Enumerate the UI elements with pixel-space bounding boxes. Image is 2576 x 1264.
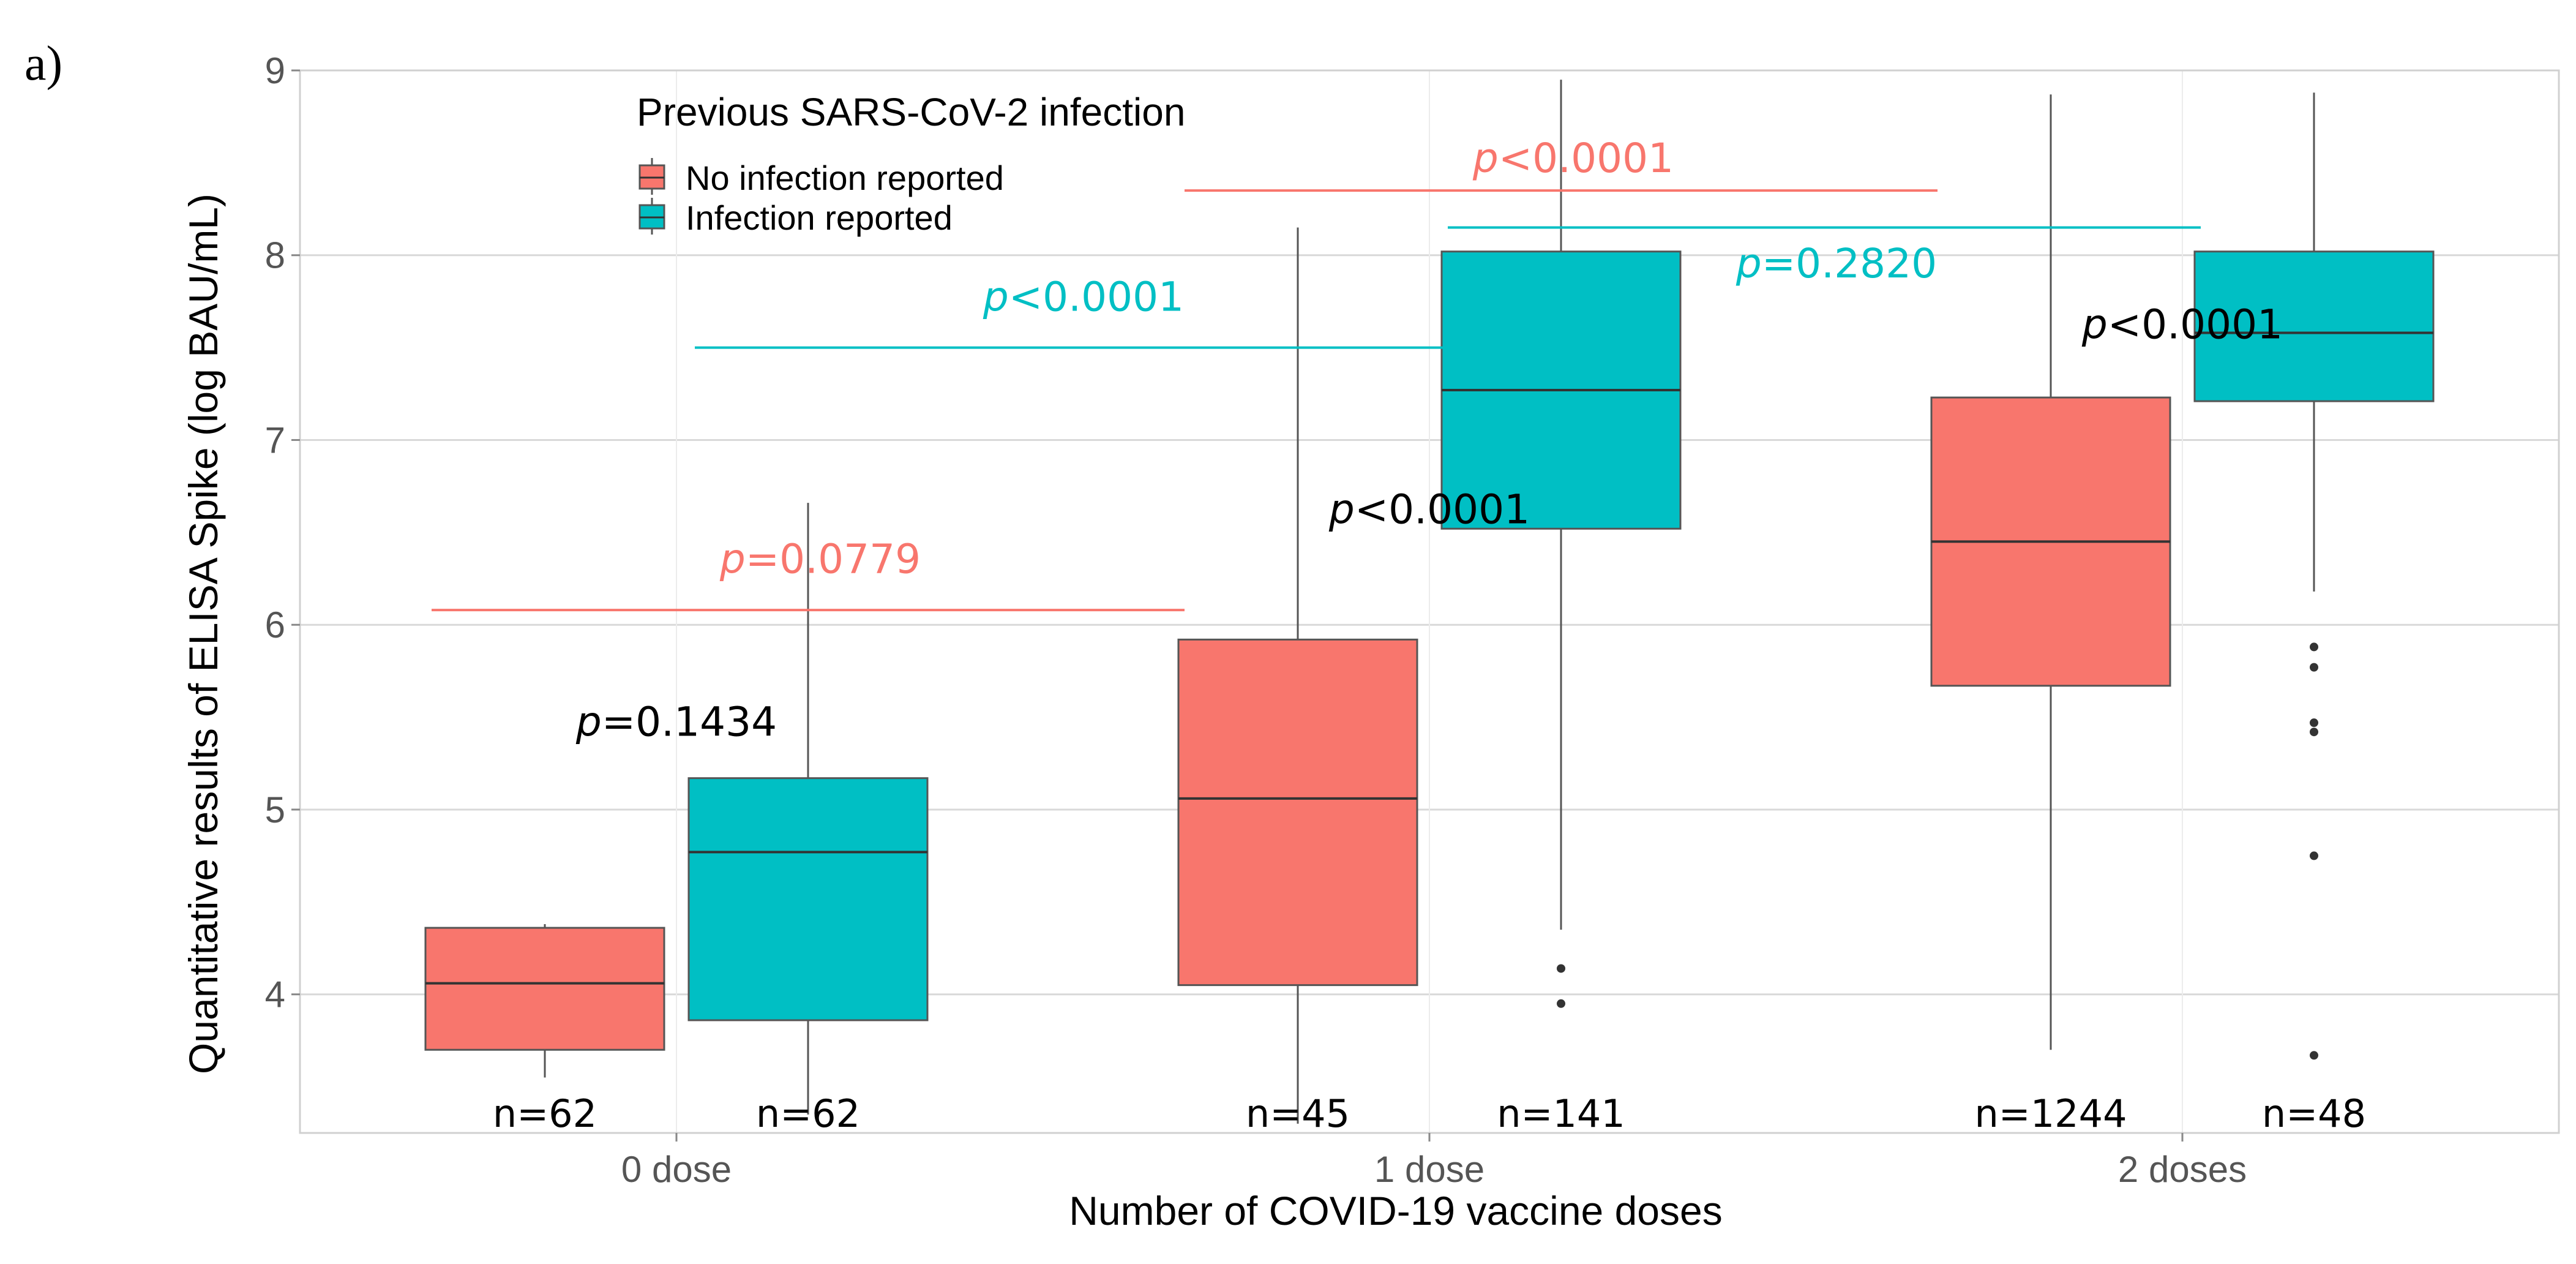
outlier-point [2310, 728, 2318, 737]
p-value-label: p<0.0001 [1328, 486, 1530, 533]
sample-size-labels: n=62 n=45 n=1244 n=62 n=141 n=48 [493, 1091, 2366, 1136]
n-label: n=1244 [1974, 1091, 2127, 1136]
x-axis-ticks: 0 dose 1 dose 2 doses [621, 1133, 2247, 1190]
p-value-label: p<0.0001 [983, 273, 1184, 320]
x-tick-label: 2 doses [2118, 1149, 2247, 1190]
box-series [424, 80, 2435, 1124]
box-infection [687, 503, 929, 1115]
y-tick-label: 5 [265, 789, 285, 830]
y-tick-label: 8 [265, 235, 285, 276]
x-tick-label: 0 dose [621, 1149, 732, 1190]
outlier-point [2310, 663, 2318, 672]
box-body [2193, 250, 2435, 402]
legend-title: Previous SARS-CoV-2 infection [637, 90, 1185, 134]
p-value-label: p<0.0001 [2081, 301, 2283, 348]
y-axis-ticks: 4 5 6 7 8 9 [265, 50, 300, 1015]
outlier-point [2310, 642, 2318, 652]
y-tick-label: 4 [265, 974, 285, 1015]
x-axis-title: Number of COVID-19 vaccine doses [1069, 1188, 1722, 1233]
y-axis-title: Quantitative results of ELISA Spike (log… [181, 194, 226, 1074]
box-no_infection [1930, 94, 2171, 1050]
outlier-point [1557, 999, 1565, 1008]
outlier-point [2310, 1051, 2318, 1060]
outlier-point [2310, 718, 2318, 728]
legend-entry-infection: Infection reported [638, 198, 953, 237]
box-body [1177, 638, 1418, 987]
y-tick-label: 9 [265, 50, 285, 91]
p-value-label: p<0.0001 [1472, 135, 1674, 182]
legend-entry-no_infection: No infection reported [638, 158, 1004, 197]
box-body [687, 777, 929, 1021]
box-body [424, 927, 665, 1051]
p-value-label: p=0.0779 [719, 536, 921, 583]
outlier-point [1557, 964, 1565, 973]
box-no_infection [1177, 227, 1418, 1124]
x-tick-label: 1 dose [1374, 1149, 1485, 1190]
panel-label: a) [24, 37, 62, 91]
y-tick-label: 6 [265, 604, 285, 645]
legend-label: No infection reported [686, 159, 1004, 197]
box-infection [2193, 92, 2435, 1060]
outlier-point [2310, 851, 2318, 860]
p-value-label: p=0.1434 [575, 698, 777, 745]
p-value-annotations: p=0.1434 p<0.0001 p<0.0001 p=0.0779 p<0.0001… [432, 135, 2283, 745]
n-label: n=62 [756, 1091, 860, 1136]
legend-label: Infection reported [686, 198, 953, 237]
n-label: n=48 [2262, 1091, 2366, 1136]
legend: Previous SARS-CoV-2 infection No infecti… [637, 90, 1185, 237]
p-value-label: p=0.2820 [1735, 240, 1937, 287]
n-label: n=45 [1246, 1091, 1350, 1136]
n-label: n=62 [493, 1091, 597, 1136]
box-no_infection [424, 924, 665, 1078]
box-infection [1440, 80, 1682, 1008]
y-tick-label: 7 [265, 419, 285, 461]
n-label: n=141 [1497, 1091, 1625, 1136]
